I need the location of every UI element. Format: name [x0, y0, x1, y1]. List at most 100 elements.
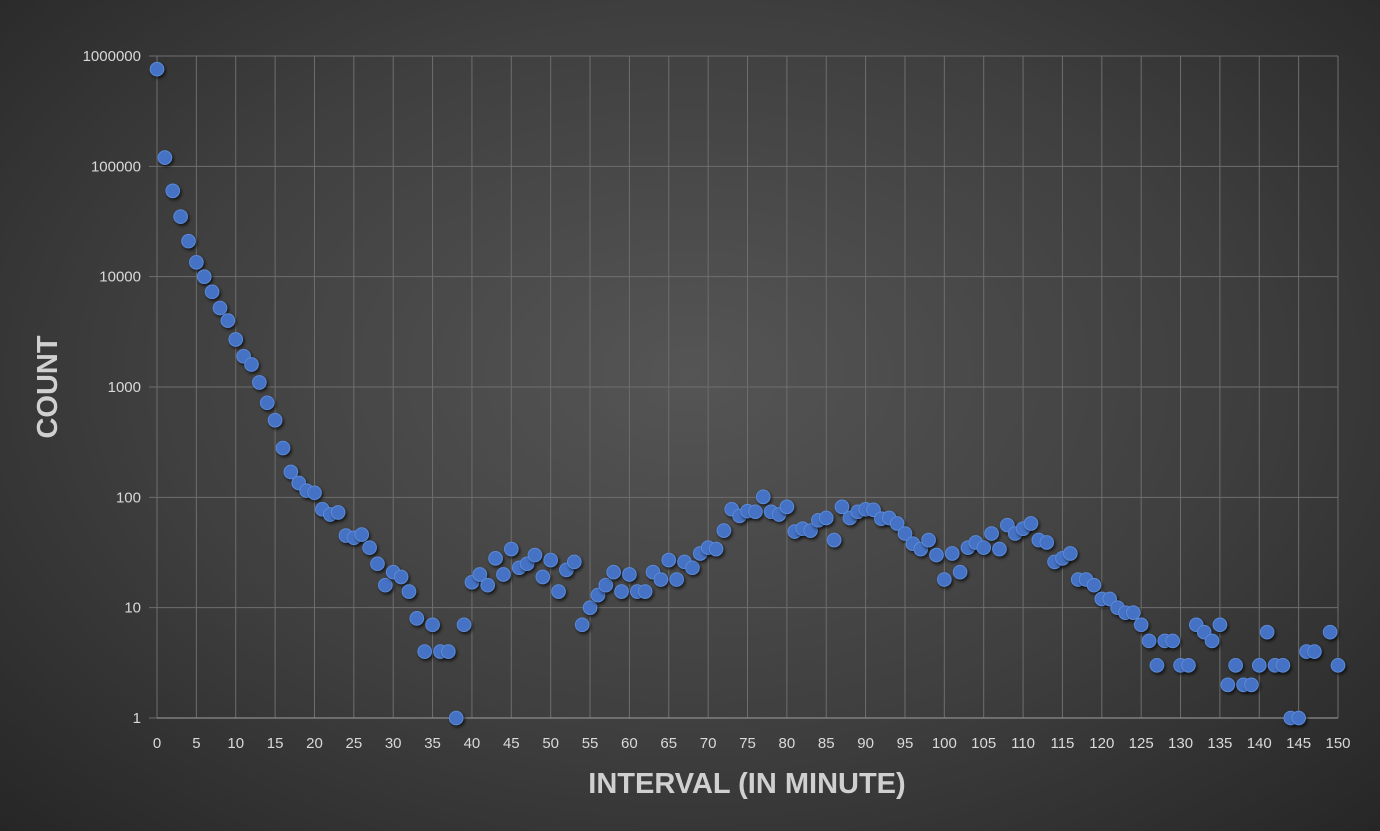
x-tick-label: 95 [897, 735, 914, 752]
data-point [834, 499, 850, 515]
data-point [1330, 658, 1346, 673]
y-tick-label: 100000 [91, 158, 141, 175]
x-tick-label: 80 [779, 735, 796, 752]
data-point [1322, 624, 1338, 640]
data-point [488, 551, 503, 566]
x-tick-label: 105 [971, 735, 996, 752]
x-tick-label: 20 [306, 735, 323, 752]
data-point [267, 412, 283, 428]
x-tick-label: 30 [385, 735, 402, 752]
x-tick-label: 70 [700, 735, 717, 752]
y-tick-labels: 1 10 100 1000 10000 100000 1000000 [83, 48, 141, 727]
data-point [803, 523, 818, 538]
data-point [149, 61, 165, 77]
data-point [330, 505, 346, 520]
data-point [1251, 658, 1267, 673]
x-tick-label: 135 [1207, 735, 1232, 752]
data-point [181, 233, 196, 249]
data-point [944, 546, 960, 561]
x-tick-labels: 0 5 10 15 20 25 30 35 40 45 50 55 60 65 70 75 80 85 90 95 10… [153, 735, 1351, 752]
data-point [244, 357, 259, 372]
data-point [551, 584, 566, 599]
data-point [1228, 658, 1243, 673]
data-point [952, 564, 968, 580]
data-point [1149, 658, 1165, 673]
data-point [173, 209, 188, 224]
x-tick-label: 125 [1129, 735, 1154, 752]
data-point [228, 332, 244, 347]
x-tick-label: 75 [739, 735, 756, 752]
data-point [1220, 677, 1236, 693]
y-tick-label: 10 [124, 600, 141, 617]
data-point [755, 489, 771, 505]
data-point [1125, 605, 1141, 621]
x-tick-label: 145 [1286, 735, 1311, 752]
data-point [157, 150, 173, 165]
data-point [220, 313, 236, 328]
x-axis-title: INTERVAL (IN MINUTE) [588, 768, 905, 800]
data-point [661, 552, 677, 568]
data-point [598, 577, 614, 593]
data-point [1275, 658, 1291, 673]
data-point [425, 617, 440, 633]
data-point [409, 611, 425, 626]
data-point [937, 572, 952, 587]
data-point [1259, 624, 1275, 640]
data-point [252, 375, 267, 390]
data-point [716, 523, 732, 538]
x-tick-label: 50 [542, 735, 559, 752]
data-point [992, 541, 1007, 557]
data-point [921, 532, 936, 548]
data-point [441, 644, 456, 659]
data-point [1181, 658, 1196, 673]
data-point [1133, 617, 1149, 633]
data-point [504, 541, 519, 557]
data-point [818, 510, 834, 526]
data-points [149, 61, 1346, 726]
data-point [1165, 633, 1180, 649]
data-point [370, 556, 385, 572]
x-tick-label: 115 [1050, 735, 1074, 752]
x-tick-label: 10 [227, 735, 244, 752]
data-point [204, 284, 220, 300]
data-point [1212, 617, 1228, 633]
data-point [472, 567, 488, 582]
data-point [685, 560, 700, 576]
data-point [543, 552, 558, 568]
data-point [393, 569, 409, 585]
data-point [708, 541, 724, 557]
data-point [1291, 710, 1306, 726]
data-point [480, 577, 495, 593]
data-point [566, 554, 582, 570]
data-point [622, 567, 637, 582]
data-point [574, 617, 590, 633]
x-tick-label: 150 [1325, 735, 1350, 752]
data-point [1023, 516, 1039, 531]
data-point [275, 440, 291, 456]
y-tick-label: 1000000 [83, 48, 141, 65]
data-point [196, 269, 212, 284]
grid-lines [149, 55, 1339, 719]
data-point [779, 499, 795, 515]
x-tick-label: 110 [1011, 735, 1035, 752]
x-tick-label: 45 [503, 735, 520, 752]
data-point [1063, 546, 1078, 561]
data-point [614, 584, 629, 599]
data-point [889, 516, 905, 531]
data-point [456, 617, 472, 633]
x-tick-label: 0 [153, 735, 161, 752]
x-tick-label: 55 [582, 735, 599, 752]
x-tick-label: 90 [857, 735, 874, 752]
data-point [527, 547, 543, 563]
x-tick-label: 100 [932, 735, 957, 752]
data-point [1244, 677, 1259, 693]
y-axis-title: COUNT [32, 335, 64, 438]
x-tick-label: 5 [192, 735, 200, 752]
data-point [606, 564, 621, 580]
data-point [653, 572, 669, 587]
x-tick-label: 60 [621, 735, 638, 752]
data-point [212, 300, 228, 316]
y-tick-label: 1 [133, 710, 141, 727]
data-point [1039, 535, 1054, 550]
